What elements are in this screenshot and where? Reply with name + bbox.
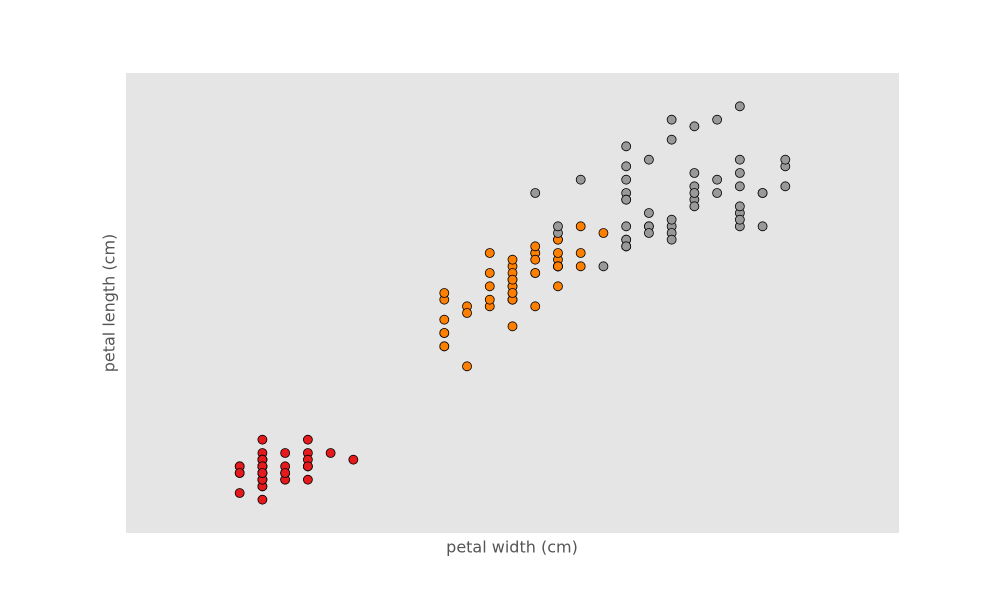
point: [644, 208, 654, 218]
point: [530, 268, 541, 278]
point: [689, 121, 700, 132]
point: [348, 454, 359, 465]
point: [234, 468, 245, 478]
point: [302, 434, 313, 445]
point: [666, 134, 677, 145]
point: [553, 261, 563, 272]
point: [530, 188, 541, 198]
point: [439, 328, 450, 338]
point: [757, 188, 768, 198]
point: [621, 221, 632, 232]
point: [553, 221, 563, 232]
point: [575, 261, 586, 272]
point: [598, 228, 609, 238]
point: [302, 474, 313, 485]
point: [484, 294, 495, 305]
x-axis-label: petal width (cm): [446, 538, 578, 557]
point: [575, 174, 586, 185]
point: [507, 288, 518, 298]
point: [734, 181, 745, 192]
point: [257, 494, 268, 505]
point: [598, 261, 609, 272]
point: [553, 281, 563, 292]
point: [666, 114, 677, 125]
point: [530, 241, 541, 252]
point: [257, 434, 268, 445]
point: [621, 241, 632, 252]
point: [575, 221, 586, 232]
point: [280, 448, 291, 458]
point: [280, 468, 291, 478]
point: [302, 461, 313, 472]
point: [575, 248, 586, 258]
point: [507, 321, 518, 332]
point: [734, 154, 745, 165]
point: [325, 448, 336, 458]
point: [780, 154, 791, 165]
point: [462, 308, 472, 318]
point: [712, 114, 723, 125]
point: [621, 141, 632, 152]
point: [439, 288, 450, 298]
point: [712, 174, 723, 185]
point: [484, 268, 495, 278]
point: [507, 254, 518, 265]
point: [462, 361, 472, 372]
point: [621, 174, 632, 185]
point: [439, 341, 450, 352]
point: [757, 221, 768, 232]
point: [666, 214, 677, 225]
point: [666, 234, 677, 245]
point: [712, 188, 723, 198]
point: [507, 274, 518, 285]
point: [644, 228, 654, 238]
point: [621, 194, 632, 205]
point: [689, 168, 700, 178]
point: [734, 214, 745, 225]
point: [439, 314, 450, 325]
point: [689, 188, 700, 198]
point: [689, 201, 700, 212]
y-axis-label: petal length (cm): [100, 234, 119, 373]
point: [553, 248, 563, 258]
point: [734, 201, 745, 212]
point: [734, 168, 745, 178]
point: [644, 154, 654, 165]
point: [621, 161, 632, 172]
point: [484, 281, 495, 292]
point: [234, 488, 245, 498]
point: [530, 301, 541, 312]
point: [257, 468, 268, 478]
point: [734, 101, 745, 112]
point: [484, 248, 495, 258]
point: [530, 254, 541, 265]
point: [780, 181, 791, 192]
